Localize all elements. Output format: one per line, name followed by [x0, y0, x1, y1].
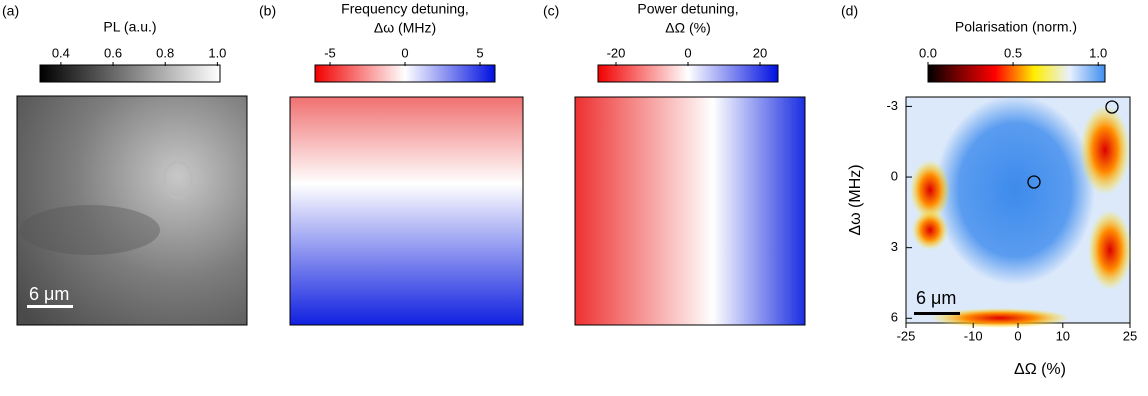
x-tick-label: 10 [1056, 328, 1070, 343]
panel-tag: (d) [841, 3, 858, 19]
colorbar-title: PL (a.u.) [103, 19, 156, 35]
panel-tag: (a) [2, 3, 19, 19]
colorbar-tick-label: 0 [401, 45, 408, 60]
colorbar [314, 64, 496, 83]
colorbar-tick-label: 0 [684, 45, 691, 60]
x-tick-label: 0 [1014, 328, 1021, 343]
x-axis-label: ΔΩ (%) [1014, 361, 1066, 378]
colorbar-tick-label: -20 [607, 45, 626, 60]
map-a [16, 95, 248, 326]
y-tick-label: 0 [891, 168, 898, 183]
colorbar-title: Power detuning, [637, 1, 738, 17]
colorbar-tick-label: 20 [753, 45, 767, 60]
colorbar-title: Frequency detuning, [341, 1, 469, 17]
colorbar-tick-label: 0.4 [52, 45, 70, 60]
x-tick-label: 25 [1123, 328, 1137, 343]
colorbar-title: Δω (MHz) [374, 20, 436, 36]
x-tick-label: -25 [897, 328, 916, 343]
colorbar [597, 64, 779, 83]
colorbar-tick-label: 1.0 [1089, 45, 1107, 60]
colorbar [927, 64, 1106, 83]
colorbar-tick-label: 0.8 [156, 45, 174, 60]
scale-bar-label: 6 μm [916, 288, 956, 308]
panel-tag: (b) [259, 3, 276, 19]
colorbar [39, 64, 221, 83]
colorbar-title: Polarisation (norm.) [955, 19, 1077, 35]
y-tick-label: 3 [891, 239, 898, 254]
map-b [289, 96, 524, 326]
colorbar-title: ΔΩ (%) [665, 20, 710, 36]
colorbar-tick-label: 0.6 [104, 45, 122, 60]
colorbar-tick-label: 0.0 [919, 45, 937, 60]
map-d [905, 95, 1132, 328]
scale-bar-label: 6 μm [29, 284, 69, 304]
y-tick-label: 6 [891, 310, 898, 325]
y-tick-label: -3 [886, 98, 898, 113]
y-axis-label: Δω (MHz) [847, 164, 864, 235]
colorbar-tick-label: 0.5 [1004, 45, 1022, 60]
colorbar-tick-label: 1.0 [208, 45, 226, 60]
colorbar-tick-label: 5 [476, 45, 483, 60]
map-c [574, 96, 806, 326]
x-tick-label: -10 [964, 328, 983, 343]
colorbar-tick-label: -5 [324, 45, 336, 60]
panel-tag: (c) [543, 3, 559, 19]
